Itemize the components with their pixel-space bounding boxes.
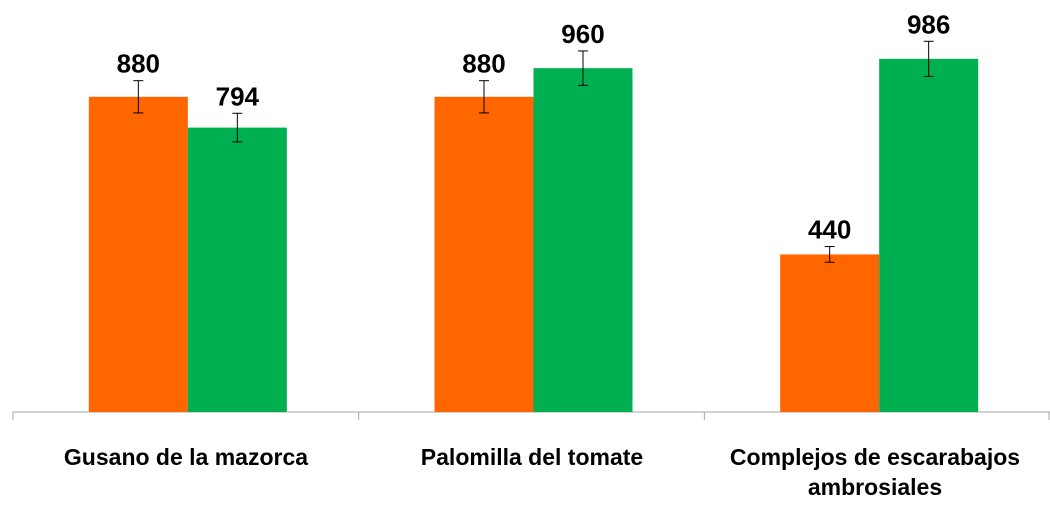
bar-s1-c0 xyxy=(187,127,287,412)
bar-s1-c1 xyxy=(533,68,633,413)
bar-s0-c0 xyxy=(88,96,188,413)
data-label-s1-c1: 960 xyxy=(561,19,604,49)
data-label-s1-c0: 794 xyxy=(216,81,260,111)
category-label-0: Gusano de la mazorca xyxy=(13,442,359,472)
bar-s1-c2 xyxy=(879,58,979,412)
category-label-2-line-1: ambrosiales xyxy=(807,474,943,500)
category-label-0-line-0: Gusano de la mazorca xyxy=(63,444,309,470)
category-label-2: Complejos de escarabajos ambrosiales xyxy=(700,442,1050,502)
bar-s0-c1 xyxy=(434,96,534,413)
data-label-s0-c1: 880 xyxy=(462,49,505,79)
data-label-s1-c2: 986 xyxy=(907,9,950,39)
bar-s0-c2 xyxy=(780,254,880,412)
data-label-s0-c2: 440 xyxy=(808,215,851,245)
data-label-s0-c0: 880 xyxy=(117,49,160,79)
category-label-1-line-0: Palomilla del tomate xyxy=(420,444,644,470)
category-label-1: Palomilla del tomate xyxy=(359,442,705,472)
category-label-2-line-0: Complejos de escarabajos xyxy=(729,444,1021,470)
